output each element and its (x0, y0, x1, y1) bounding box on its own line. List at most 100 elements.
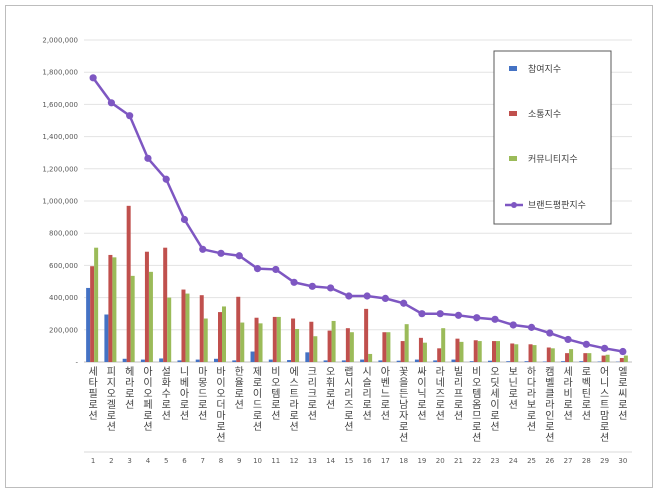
bar (451, 359, 456, 362)
bar (126, 205, 131, 362)
bar (140, 359, 145, 362)
bar (86, 287, 91, 362)
bar (222, 306, 226, 362)
bar (236, 296, 241, 362)
rank-label: 12 (290, 457, 299, 465)
line-point (381, 294, 389, 303)
rank-label: 23 (491, 457, 500, 465)
bar (488, 360, 492, 362)
bar (291, 318, 296, 362)
bar (240, 322, 245, 362)
rank-label: 20 (436, 457, 445, 465)
bar (108, 254, 113, 362)
bar (218, 312, 222, 362)
line-point (527, 323, 536, 331)
bar (506, 361, 511, 362)
rank-label: 29 (600, 457, 609, 465)
bar (386, 332, 391, 362)
rank-label: 27 (564, 457, 573, 465)
x-axis-labels: 세 타 필 로 션 1 피 지 오 겔 로 션 2 헤 라 로 션 3 아 이 오 페 로 션 4 설 화 수 로 션 5 니 베 아 로 션 6 마 몽 드… (84, 365, 632, 465)
legend-box (493, 50, 612, 225)
bar (546, 347, 551, 362)
line-point (454, 311, 463, 319)
bar (254, 317, 259, 362)
line-point (308, 282, 316, 290)
bar (587, 353, 592, 362)
bar (396, 360, 401, 362)
rank-label: 28 (582, 457, 591, 465)
bar (148, 271, 153, 362)
bar (477, 341, 482, 362)
rank-label: 13 (308, 457, 317, 465)
bar (404, 324, 409, 362)
line-point (235, 252, 243, 260)
bar (195, 359, 200, 362)
rank-label: 19 (417, 457, 426, 465)
rank-label: 6 (182, 457, 187, 465)
bar (418, 337, 423, 362)
bar (203, 318, 208, 362)
y-tick-label: 1,600,000 (42, 101, 78, 109)
bar (400, 341, 405, 362)
y-tick-label: 1,200,000 (42, 165, 78, 173)
bar (345, 328, 350, 362)
bar (313, 336, 318, 362)
y-tick-label: 1,000,000 (42, 198, 78, 206)
bar (323, 360, 328, 362)
bar (437, 348, 442, 362)
bar (268, 359, 273, 362)
bar (181, 289, 186, 362)
rank-label: 26 (545, 457, 554, 465)
bar (144, 251, 149, 362)
bar (510, 343, 515, 362)
bar (341, 360, 346, 362)
reputation-line (89, 74, 627, 356)
bar (185, 293, 190, 362)
bar (414, 359, 419, 362)
rank-label: 2 (109, 457, 113, 465)
line-point (272, 265, 280, 274)
legend-swatch-marker (511, 202, 517, 208)
bar (565, 353, 570, 362)
bar (583, 353, 588, 362)
bars (86, 205, 628, 362)
bar (496, 341, 500, 362)
y-tick-label: 800,000 (49, 230, 78, 238)
bar (605, 354, 610, 362)
legend-label: 소통지수 (528, 109, 561, 120)
legend-swatch (509, 156, 517, 161)
line-point (546, 329, 554, 337)
rank-label: 3 (127, 457, 131, 465)
y-tick-label: 1,800,000 (42, 69, 78, 77)
bar (364, 308, 369, 362)
bar (514, 344, 519, 362)
bar (177, 360, 182, 362)
bar (459, 341, 464, 362)
bar (532, 345, 537, 362)
bar (623, 355, 628, 362)
y-tick-label: 600,000 (49, 262, 78, 270)
line-point (601, 344, 609, 352)
bar (163, 247, 168, 362)
line-point (491, 315, 499, 323)
y-tick-label: 200,000 (49, 326, 78, 334)
